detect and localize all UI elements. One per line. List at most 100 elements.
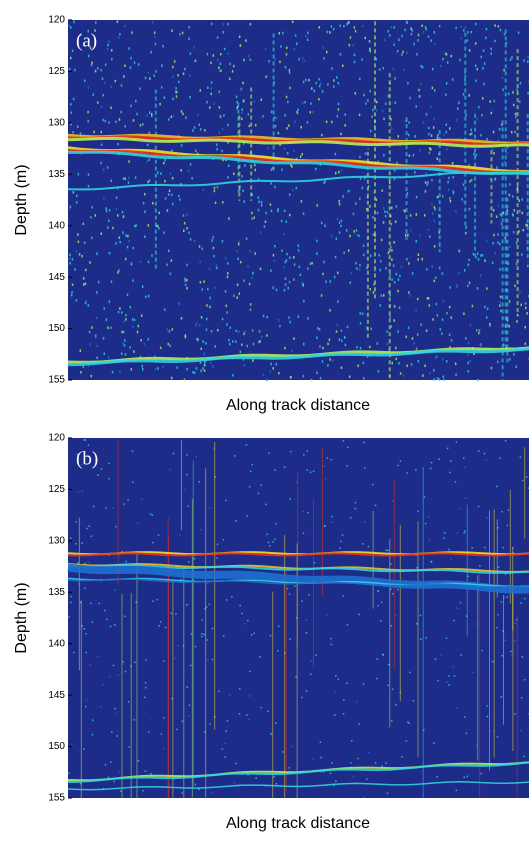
- speckle: [446, 681, 448, 683]
- speckle: [128, 240, 131, 243]
- speckle: [71, 49, 74, 53]
- speckle: [169, 172, 172, 175]
- speckle: [365, 102, 367, 105]
- speckle: [238, 330, 240, 334]
- speckle: [445, 123, 448, 126]
- speckle: [384, 38, 386, 42]
- speckle: [349, 189, 351, 193]
- speckle: [496, 166, 498, 169]
- speckle: [94, 29, 96, 32]
- speckle: [376, 342, 379, 345]
- speckle: [162, 44, 164, 48]
- speckle: [269, 203, 272, 206]
- speckle: [484, 305, 486, 309]
- speckle: [355, 229, 358, 232]
- speckle: [266, 334, 268, 337]
- speckle: [331, 515, 333, 518]
- speckle: [376, 677, 378, 680]
- speckle: [219, 115, 222, 118]
- speckle: [144, 76, 147, 80]
- speckle: [175, 613, 177, 615]
- speckle: [135, 99, 137, 103]
- y-tick-label: 145: [48, 690, 65, 701]
- speckle: [468, 94, 470, 97]
- speckle: [186, 263, 188, 267]
- speckle: [264, 220, 267, 224]
- speckle: [188, 231, 190, 234]
- speckle: [455, 26, 457, 30]
- speckle: [342, 440, 345, 442]
- speckle: [221, 748, 224, 750]
- speckle: [527, 60, 529, 64]
- speckle: [228, 342, 231, 346]
- speckle: [89, 261, 91, 264]
- speckle: [232, 374, 234, 377]
- speckle: [470, 30, 473, 34]
- speckle: [205, 328, 208, 332]
- speckle: [479, 274, 482, 277]
- speckle: [124, 670, 127, 673]
- speckle: [459, 58, 461, 62]
- speckle: [211, 239, 213, 242]
- speckle: [337, 678, 340, 681]
- speckle: [497, 204, 500, 208]
- speckle: [467, 361, 469, 365]
- speckle: [167, 342, 170, 346]
- speckle: [329, 358, 331, 361]
- speckle: [335, 330, 338, 333]
- speckle: [243, 200, 246, 203]
- speckle: [494, 39, 496, 43]
- speckle: [195, 322, 198, 325]
- speckle: [376, 100, 378, 104]
- speckle: [80, 464, 83, 466]
- speckle: [409, 294, 412, 297]
- speckle: [315, 81, 318, 85]
- speckle: [74, 542, 77, 545]
- speckle: [333, 79, 335, 82]
- speckle: [405, 20, 408, 24]
- speckle: [320, 221, 323, 225]
- speckle: [497, 25, 500, 28]
- speckle: [361, 58, 363, 61]
- speckle: [303, 454, 305, 456]
- speckle: [408, 291, 410, 294]
- speckle: [420, 638, 422, 640]
- speckle: [388, 349, 391, 352]
- speckle: [147, 294, 150, 298]
- speckle: [209, 723, 211, 725]
- speckle: [337, 102, 340, 106]
- speckle: [321, 133, 323, 137]
- speckle: [515, 115, 517, 119]
- speckle: [247, 265, 249, 268]
- speckle: [120, 110, 122, 114]
- speckle: [132, 279, 134, 282]
- speckle: [325, 120, 328, 124]
- speckle: [418, 95, 421, 98]
- speckle: [448, 127, 451, 130]
- speckle: [430, 148, 432, 151]
- speckle: [503, 160, 506, 164]
- speckle: [506, 524, 509, 527]
- speckle: [68, 772, 70, 774]
- speckle: [111, 370, 114, 374]
- speckle: [108, 676, 111, 678]
- speckle: [108, 462, 110, 465]
- speckle: [381, 765, 383, 767]
- speckle: [424, 190, 427, 193]
- speckle: [210, 22, 213, 26]
- speckle: [306, 121, 309, 124]
- speckle: [124, 615, 126, 618]
- speckle: [117, 36, 120, 39]
- speckle: [251, 217, 253, 220]
- speckle: [367, 185, 370, 188]
- speckle: [406, 51, 408, 55]
- speckle: [481, 253, 484, 257]
- speckle: [355, 261, 357, 265]
- speckle: [379, 620, 382, 622]
- speckle: [432, 318, 434, 321]
- speckle: [453, 675, 456, 677]
- speckle: [202, 367, 204, 370]
- speckle: [436, 377, 439, 380]
- speckle: [395, 614, 398, 616]
- speckle: [145, 686, 147, 689]
